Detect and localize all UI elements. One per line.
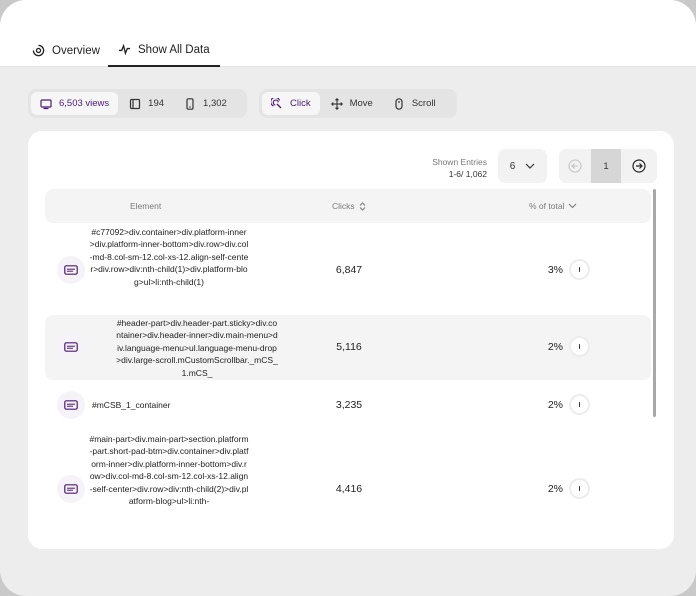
device-filter-desktop[interactable]: 6,503 views <box>31 92 119 115</box>
device-filter-mobile[interactable]: 1,302 <box>175 92 236 115</box>
tablet-icon <box>130 98 141 109</box>
mode-filter-scroll[interactable]: Scroll <box>384 92 445 115</box>
percent-gauge <box>569 336 590 357</box>
element-selector: #c77092>div.container>div.platform-inner… <box>89 227 249 287</box>
page-size-select[interactable]: 6 <box>498 149 547 183</box>
tab-overview[interactable]: Overview <box>22 34 110 67</box>
column-clicks-label: Clicks <box>332 201 355 211</box>
table-header: Element Clicks % of total <box>45 189 651 223</box>
percent-gauge <box>569 259 590 280</box>
mouse-icon <box>395 97 403 110</box>
percent-gauge <box>569 394 590 415</box>
shown-entries-label: Shown Entries <box>432 157 487 167</box>
mode-filter-move-label: Move <box>349 98 373 109</box>
table-row[interactable]: #header-part>div.header-part.sticky>div.… <box>45 315 651 380</box>
device-filter-mobile-label: 1,302 <box>203 98 227 109</box>
shown-entries-range: 1-6/ 1,062 <box>448 169 487 179</box>
arrow-left-icon <box>568 159 582 173</box>
tab-bar: Overview Show All Data <box>0 0 696 67</box>
percent-value: 2% <box>547 341 563 353</box>
mode-filter-scroll-label: Scroll <box>411 98 436 109</box>
column-element: Element <box>130 201 161 211</box>
device-filter-tablet-label: 194 <box>148 98 165 109</box>
table-row[interactable]: #mCSB_1_container 3,235 2% <box>45 383 651 427</box>
current-page[interactable]: 1 <box>591 149 621 183</box>
pagination: 1 <box>559 149 657 183</box>
clicks-value: 5,116 <box>336 341 362 353</box>
column-percent-label: % of total <box>529 201 565 211</box>
mode-filter-click-label: Click <box>290 98 311 109</box>
table-row[interactable]: #c77092>div.container>div.platform-inner… <box>45 225 651 315</box>
clicks-value: 3,235 <box>335 399 363 411</box>
element-selector: #header-part>div.header-part.sticky>div.… <box>116 318 278 378</box>
tab-show-all-data[interactable]: Show All Data <box>108 34 220 67</box>
clicks-value: 4,416 <box>335 483 363 495</box>
mobile-icon <box>186 97 194 110</box>
element-icon <box>57 475 85 503</box>
device-filter-desktop-label: 6,503 views <box>59 98 110 109</box>
next-page-button[interactable] <box>621 149 657 183</box>
tab-show-all-data-label: Show All Data <box>138 43 210 56</box>
data-table-card: Shown Entries 1-6/ 1,062 6 1 Element Cli… <box>28 131 674 549</box>
move-icon <box>330 97 343 110</box>
overview-icon <box>32 44 45 57</box>
tab-overview-label: Overview <box>52 44 100 57</box>
column-percent-of-total[interactable]: % of total <box>529 201 577 211</box>
percent-value: 3% <box>547 264 563 276</box>
desktop-icon <box>40 98 52 109</box>
element-icon <box>57 333 85 361</box>
element-icon <box>57 256 85 284</box>
column-clicks[interactable]: Clicks <box>332 201 366 211</box>
element-icon <box>57 391 85 419</box>
activity-icon <box>118 43 131 56</box>
page-size-value: 6 <box>509 160 516 172</box>
shown-entries: Shown Entries 1-6/ 1,062 <box>432 156 487 180</box>
device-filter-tablet[interactable]: 194 <box>120 92 173 115</box>
device-filter-group: 6,503 views 194 1,302 <box>28 89 247 118</box>
click-icon <box>271 97 282 108</box>
percent-gauge <box>569 478 590 499</box>
column-element-label: Element <box>130 201 162 211</box>
arrow-right-icon <box>632 159 646 173</box>
mode-filter-move[interactable]: Move <box>322 92 382 115</box>
element-selector: #mCSB_1_container <box>92 400 171 410</box>
chevron-down-icon <box>569 203 577 209</box>
element-selector: #main-part>div.main-part>section.platfor… <box>89 434 249 507</box>
chevron-down-icon <box>525 163 535 169</box>
percent-value: 2% <box>547 399 563 411</box>
clicks-value: 6,847 <box>335 264 363 276</box>
mode-filter-click[interactable]: Click <box>262 92 320 115</box>
percent-value: 2% <box>547 483 563 495</box>
sort-icon <box>359 201 366 211</box>
mode-filter-group: Click Move Scroll <box>259 89 457 118</box>
table-row[interactable]: #main-part>div.main-part>section.platfor… <box>45 431 651 549</box>
table-scrollbar[interactable] <box>653 189 656 417</box>
previous-page-button[interactable] <box>559 149 591 183</box>
